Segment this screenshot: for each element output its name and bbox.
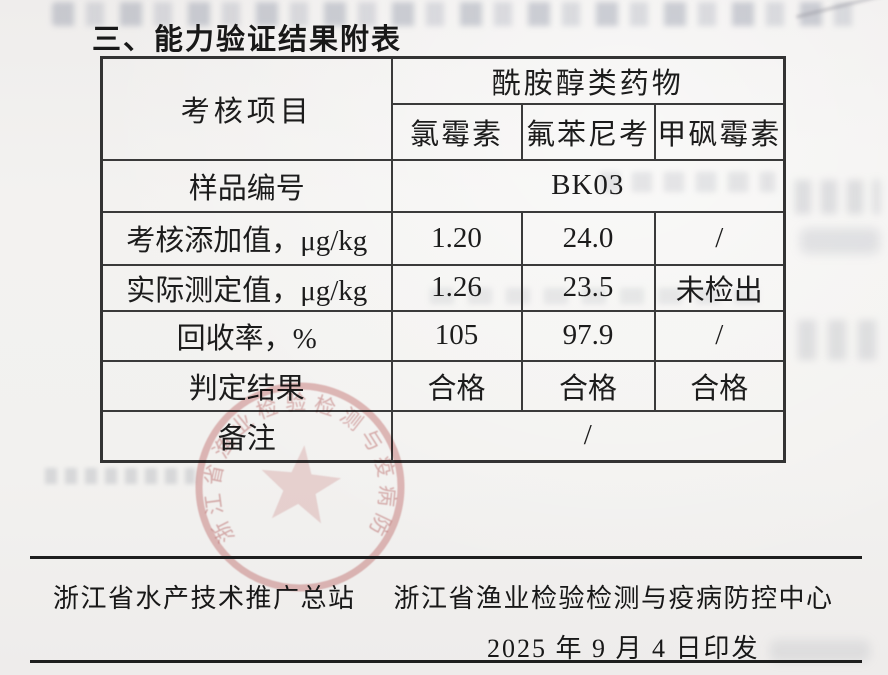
table-row-measured-value: 实际测定值，μg/kg 1.26 23.5 未检出 [100,263,786,312]
cell-value: 1.26 [390,263,523,312]
row-label: 样品编号 [100,158,393,213]
footer-divider-top [30,556,862,559]
cell-value: 合格 [390,359,523,412]
footer-divider-bottom [30,660,862,663]
header-drug-2: 氟苯尼考 [520,102,656,161]
bleed-through-mark [795,180,880,214]
issue-date: 2025 年 9 月 4 日印发 [487,634,760,663]
row-label: 备注 [100,409,393,463]
row-label: 实际测定值，μg/kg [100,263,393,312]
org-name-2: 浙江省渔业检验检测与疫病防控中心 [393,584,834,613]
header-item-col: 考核项目 [100,56,393,161]
cell-value: / [653,210,786,266]
bleed-through-mark [770,640,870,662]
crease-mark [796,0,888,19]
header-drug-class: 酰胺醇类药物 [390,56,786,105]
remark-value: / [390,409,786,463]
table-row-recovery: 回收率，% 105 97.9 / [100,309,786,362]
bleed-through-mark [798,320,882,360]
org-name-1: 浙江省水产技术推广总站 [53,584,356,613]
bleed-through-mark [45,468,195,484]
sample-id-value: BK03 [390,158,786,213]
cell-value: 未检出 [653,263,786,312]
cell-value: 合格 [520,359,656,412]
table-row-sample-id: 样品编号 BK03 [100,158,786,213]
section-title: 三、能力验证结果附表 [92,24,403,56]
cell-value: 23.5 [520,263,656,312]
cell-value: 合格 [653,359,786,412]
table-row-header: 考核项目 酰胺醇类药物 [100,56,786,161]
header-drug-3: 甲砜霉素 [653,102,786,161]
issuing-organizations: 浙江省水产技术推广总站 浙江省渔业检验检测与疫病防控中心 [53,578,853,615]
header-drug-1: 氯霉素 [390,102,523,161]
table-row-spike-value: 考核添加值，μg/kg 1.20 24.0 / [100,210,786,266]
row-label: 回收率，% [100,309,393,362]
table-row-remark: 备注 / [100,409,786,463]
proficiency-results-table: 考核项目 酰胺醇类药物 氯霉素 氟苯尼考 甲砜霉素 样品编号 BK03 考核添加… [100,56,787,463]
row-label: 判定结果 [100,359,393,412]
table-row-drug-names: 氯霉素 氟苯尼考 甲砜霉素 [102,102,786,161]
cell-value: 105 [390,309,523,362]
table-row-verdict: 判定结果 合格 合格 合格 [100,359,786,412]
bleed-through-mark [800,228,880,254]
cell-value: 24.0 [520,210,656,266]
cell-value: 1.20 [390,210,523,266]
row-label: 考核添加值，μg/kg [100,210,393,266]
cell-value: 97.9 [520,309,656,362]
cell-value: / [653,309,786,362]
